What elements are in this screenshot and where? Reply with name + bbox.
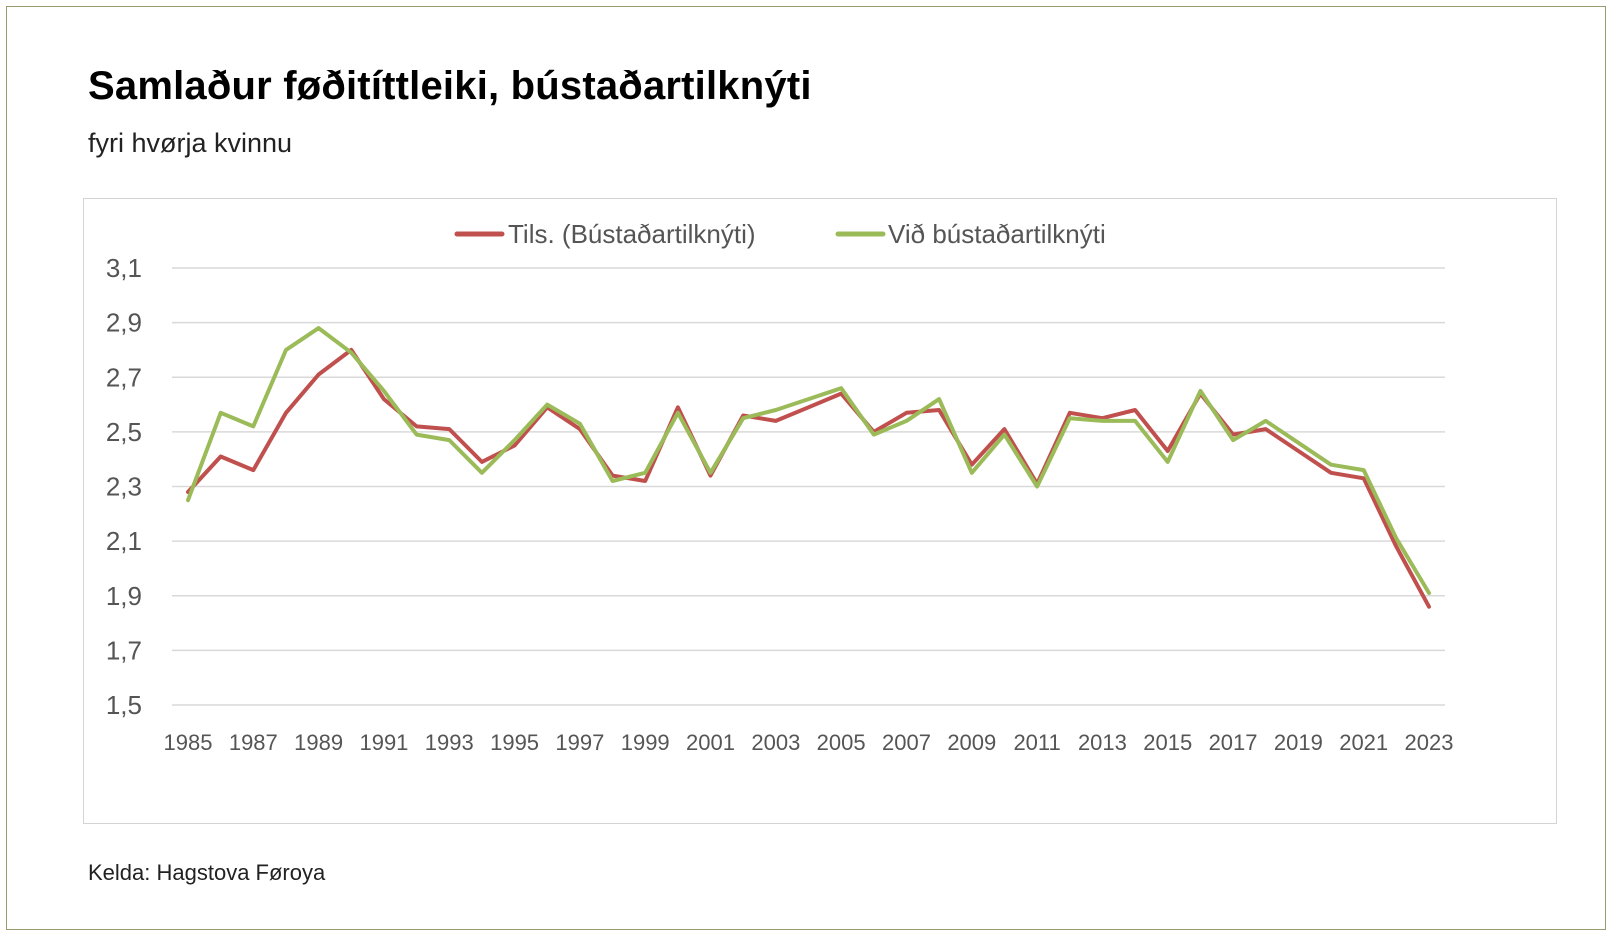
legend: Tils. (Bústaðartilknýti) Við bústaðartil… [454,219,1106,249]
source-note: Kelda: Hagstova Føroya [88,860,326,885]
x-tick-label: 2021 [1339,730,1388,755]
y-tick-label: 2,1 [106,526,142,556]
x-tick-label: 1985 [164,730,213,755]
legend-label-series-1: Tils. (Bústaðartilknýti) [508,219,756,249]
chart-subtitle: fyri hvørja kvinnu [88,128,293,158]
x-tick-label: 2003 [751,730,800,755]
y-tick-label: 2,7 [106,362,142,392]
x-tick-label: 1999 [621,730,670,755]
x-tick-label: 2007 [882,730,931,755]
y-tick-label: 1,9 [106,581,142,611]
series-line-1 [186,347,1431,609]
x-tick-label: 2005 [817,730,866,755]
series-line-2 [186,326,1431,595]
x-tick-label: 1997 [555,730,604,755]
x-tick-label: 1991 [359,730,408,755]
x-tick-label: 2017 [1209,730,1258,755]
y-tick-label: 1,5 [106,690,142,720]
x-tick-label: 2023 [1405,730,1454,755]
x-tick-label: 2015 [1143,730,1192,755]
x-axis-ticks: 1985 1987 1989 1991 1993 1995 1997 1999 2001 2003… [164,730,1454,755]
x-tick-label: 2019 [1274,730,1323,755]
x-tick-label: 1987 [229,730,278,755]
x-tick-label: 1993 [425,730,474,755]
legend-label-series-2: Við bústaðartilknýti [888,219,1106,249]
x-tick-label: 2013 [1078,730,1127,755]
x-tick-label: 1995 [490,730,539,755]
y-tick-label: 2,9 [106,308,142,338]
y-tick-label: 3,1 [106,253,142,283]
chart-title: Samlaður føðitíttleiki, bústaðartilknýti [88,64,812,108]
y-tick-label: 2,3 [106,472,142,502]
y-axis-ticks: 3,1 2,9 2,7 2,5 2,3 2,1 1,9 1,7 1,5 [106,253,142,720]
x-tick-label: 2009 [947,730,996,755]
x-tick-label: 2011 [1013,730,1060,755]
x-tick-label: 2001 [686,730,735,755]
y-tick-label: 2,5 [106,417,142,447]
x-tick-label: 1989 [294,730,343,755]
plot-area-border [83,198,1557,824]
y-tick-label: 1,7 [106,635,142,665]
series-lines [186,326,1431,609]
gridlines [172,267,1445,706]
